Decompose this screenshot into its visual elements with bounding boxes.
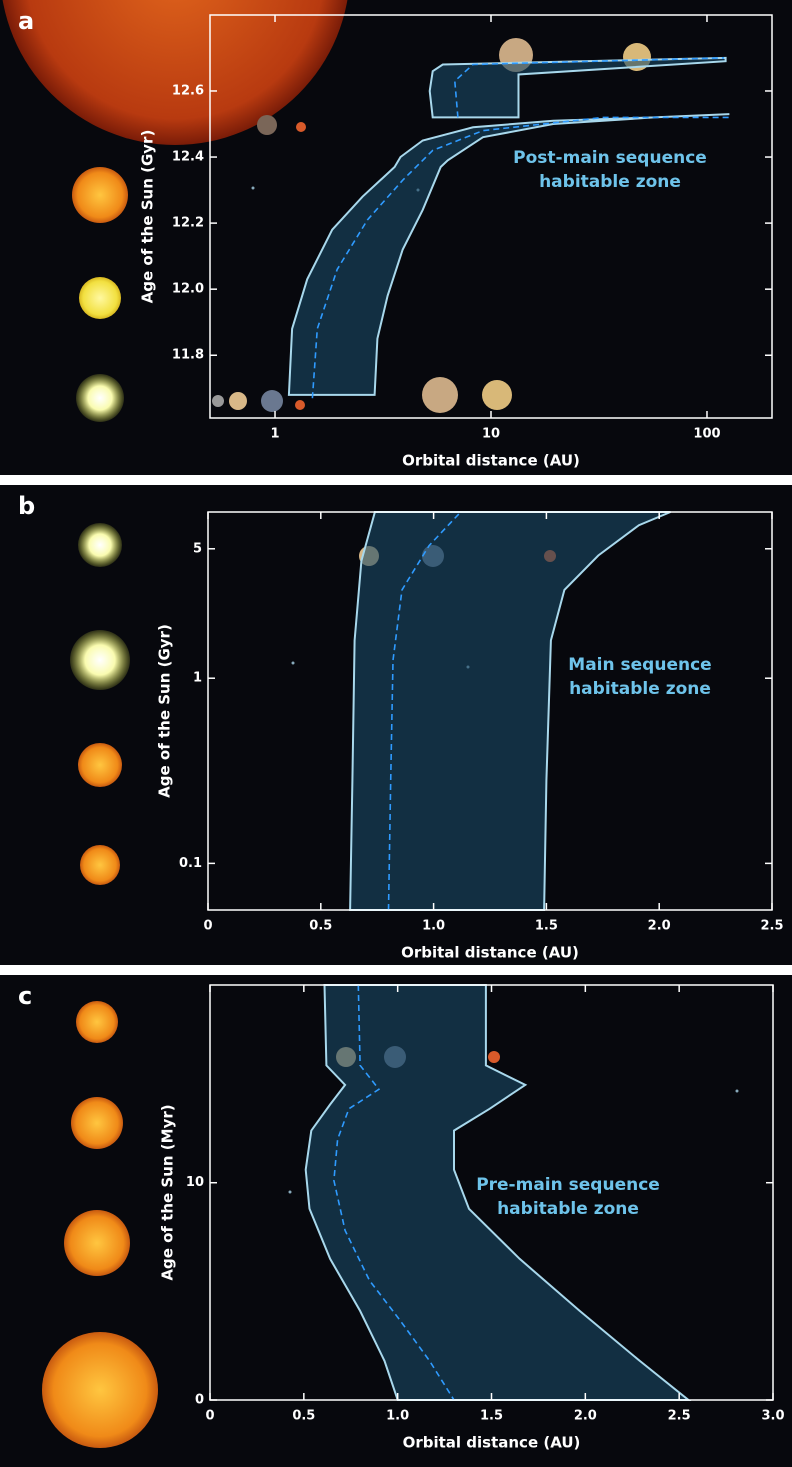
panel-label: b — [18, 492, 35, 520]
x-tick-label: 0 — [203, 919, 212, 934]
x-tick-label: 1.5 — [480, 1409, 503, 1424]
x-axis-label: Orbital distance (AU) — [403, 1434, 581, 1452]
zone — [287, 113, 730, 396]
y-tick-label: 12.4 — [172, 150, 204, 165]
y-tick-label: 0.1 — [179, 856, 202, 871]
x-tick-label: 0 — [205, 1409, 214, 1424]
y-tick-label: 12.6 — [172, 83, 204, 98]
y-tick-label: 10 — [186, 1175, 204, 1190]
zone-center — [333, 984, 455, 1401]
zone-center — [387, 511, 462, 911]
y-tick-label: 11.8 — [172, 348, 204, 363]
decor — [2, 0, 348, 145]
annotation: habitable zone — [539, 172, 681, 192]
y-tick-label: 12.2 — [172, 216, 204, 231]
y-tick-label: 12.0 — [172, 282, 204, 297]
annotation: habitable zone — [569, 679, 711, 699]
x-tick-label: 3.0 — [761, 1409, 784, 1424]
annotation: Main sequence — [568, 655, 711, 675]
x-tick-label: 1.0 — [386, 1409, 409, 1424]
x-tick-label: 1.5 — [535, 919, 558, 934]
stars — [42, 167, 158, 1448]
annotation: Pre-main sequence — [476, 1175, 660, 1195]
y-tick-label: 0 — [195, 1393, 204, 1408]
x-tick-label: 2.0 — [574, 1409, 597, 1424]
annotation: habitable zone — [497, 1199, 639, 1219]
y-axis-label: Age of the Sun (Gyr) — [139, 130, 157, 304]
plot-frame — [207, 511, 773, 911]
y-axis-label: Age of the Sun (Gyr) — [156, 624, 174, 798]
y-tick-label: 5 — [193, 541, 202, 556]
x-tick-label: 2.5 — [760, 919, 783, 934]
x-tick-label: 0.5 — [309, 919, 332, 934]
annotation: Post-main sequence — [513, 148, 707, 168]
panel-label: a — [18, 7, 34, 35]
y-tick-label: 1 — [193, 671, 202, 686]
zone — [349, 511, 671, 911]
x-axis-label: Orbital distance (AU) — [401, 944, 579, 962]
x-tick-label: 2.0 — [648, 919, 671, 934]
panel-label: c — [18, 982, 32, 1010]
x-axis-label: Orbital distance (AU) — [402, 452, 580, 470]
x-tick-label: 0.5 — [292, 1409, 315, 1424]
x-tick-label: 1 — [270, 427, 279, 442]
y-axis-label: Age of the Sun (Myr) — [159, 1104, 177, 1280]
zone-center — [311, 116, 730, 399]
x-tick-label: 10 — [482, 427, 500, 442]
x-tick-label: 100 — [693, 427, 720, 442]
x-tick-label: 2.5 — [668, 1409, 691, 1424]
x-tick-label: 1.0 — [422, 919, 445, 934]
